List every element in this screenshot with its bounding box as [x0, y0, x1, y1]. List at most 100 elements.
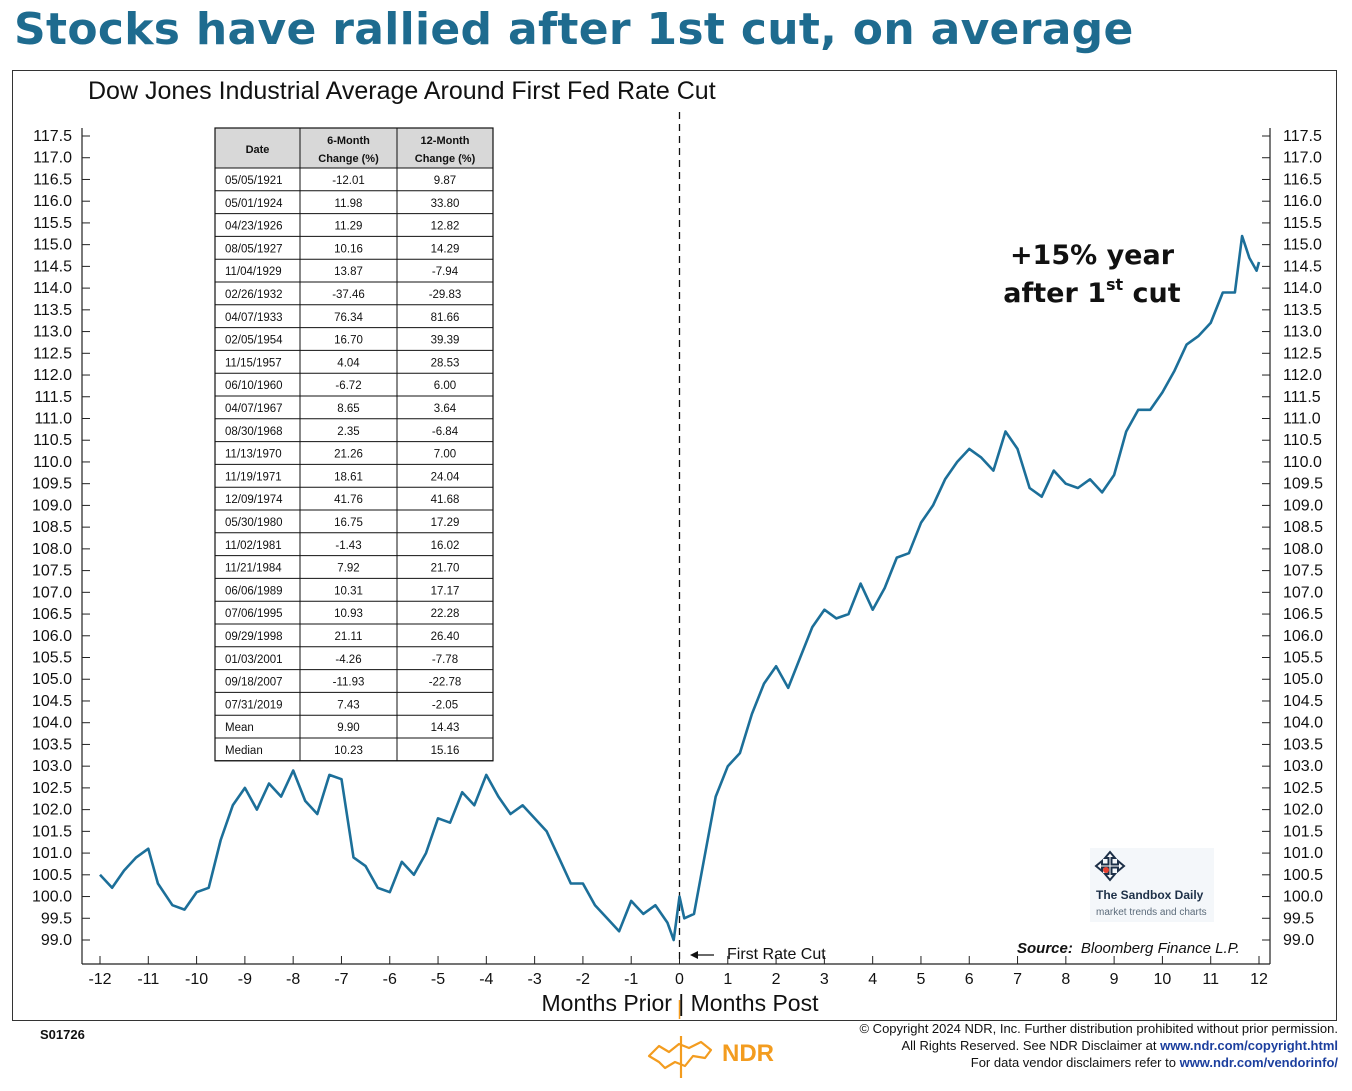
y-tick-label-left: 104.5: [32, 693, 72, 710]
table-cell-date: 07/31/2019: [225, 699, 283, 711]
y-tick-label-right: 107.5: [1283, 563, 1323, 580]
table-cell-date: 12/09/1974: [225, 494, 283, 506]
table-cell-12m: 6.00: [434, 380, 456, 392]
annotation-line2-post: cut: [1123, 278, 1181, 309]
y-tick-label-right: 108.5: [1283, 519, 1323, 536]
source-text: Source: Bloomberg Finance L.P.: [1017, 940, 1240, 957]
table-cell-12m: 14.29: [431, 243, 460, 255]
table-cell-date: 02/05/1954: [225, 335, 283, 347]
x-tick-label: 5: [917, 971, 926, 988]
table-cell-date: 11/19/1971: [225, 471, 282, 483]
x-tick-label: -1: [624, 971, 638, 988]
x-tick-label: -3: [528, 971, 542, 988]
y-tick-label-left: 104.0: [32, 715, 72, 732]
table-header-bg: [215, 128, 493, 168]
table-cell-6m: -6.72: [335, 380, 361, 392]
x-tick-label: -6: [383, 971, 397, 988]
y-tick-label-left: 110.0: [33, 454, 72, 471]
y-tick-label-right: 110.0: [1283, 454, 1322, 471]
table-cell-6m: 13.87: [334, 266, 363, 278]
table-cell-12m: -2.05: [432, 699, 458, 711]
ndr-bull-logo-icon: [647, 1036, 713, 1078]
y-tick-label-left: 102.5: [32, 780, 72, 797]
annotation-line2: after 1st cut: [1003, 275, 1180, 309]
y-tick-label-right: 108.0: [1283, 541, 1323, 558]
stats-table: Date 6-Month Change (%) 12-Month Change (%) 0…: [214, 127, 494, 762]
chart-code: S01726: [40, 1027, 85, 1042]
table-cell-date: 06/06/1989: [225, 585, 283, 597]
table-cell-6m: -4.26: [335, 654, 361, 666]
table-cell-12m: -29.83: [429, 289, 462, 301]
x-tick-label: -4: [479, 971, 493, 988]
y-tick-label-left: 100.5: [32, 867, 72, 884]
table-cell-12m: 17.17: [431, 585, 460, 597]
chart-frame: [12, 70, 1337, 1021]
chart-title: Dow Jones Industrial Average Around Firs…: [88, 77, 716, 105]
table-cell-12m: -7.94: [432, 266, 459, 278]
table-cell-12m: 22.28: [431, 608, 460, 620]
x-tick-label: 10: [1154, 971, 1172, 988]
y-tick-label-right: 102.0: [1283, 802, 1323, 819]
annotation-line2-sup: st: [1106, 275, 1124, 294]
copyright-line2-text: All Rights Reserved. See NDR Disclaimer …: [901, 1038, 1161, 1053]
y-tick-label-left: 115.5: [33, 215, 72, 232]
table-cell-12m: 33.80: [431, 198, 460, 210]
y-tick-label-right: 115.5: [1283, 215, 1322, 232]
y-tick-label-left: 111.0: [34, 410, 72, 427]
table-cell-6m: 10.31: [334, 585, 363, 597]
table-cell-date: 11/04/1929: [225, 266, 282, 278]
x-tick-label: 11: [1202, 971, 1219, 988]
y-tick-label-right: 101.0: [1283, 845, 1323, 862]
x-tick-label: -9: [238, 971, 252, 988]
y-tick-label-left: 107.5: [32, 563, 72, 580]
table-cell-6m: 41.76: [334, 494, 363, 506]
table-cell-6m: -11.93: [333, 677, 365, 689]
y-tick-label-right: 102.5: [1283, 780, 1323, 797]
table-cell-12m: 28.53: [431, 357, 460, 369]
table-cell-6m: 7.92: [337, 563, 359, 575]
x-tick-label: 8: [1061, 971, 1070, 988]
move-icon: [1094, 850, 1126, 882]
y-tick-label-left: 111.5: [34, 389, 72, 406]
x-tick-label: 1: [723, 971, 732, 988]
table-cell-6m: 2.35: [337, 426, 359, 438]
y-tick-label-left: 114.0: [33, 280, 72, 297]
y-tick-label-right: 103.5: [1283, 736, 1323, 753]
y-tick-label-left: 102.0: [32, 802, 72, 819]
table-cell-12m: 12.82: [431, 221, 460, 233]
y-tick-label-right: 117.0: [1283, 150, 1322, 167]
y-tick-label-left: 101.5: [32, 823, 72, 840]
y-tick-label-left: 109.5: [32, 476, 72, 493]
table-cell-6m: 16.70: [334, 335, 363, 347]
y-tick-label-right: 112.0: [1283, 367, 1322, 384]
y-tick-label-left: 117.5: [33, 128, 72, 145]
y-tick-label-right: 114.5: [1283, 258, 1322, 275]
table-cell-date: 11/15/1957: [225, 357, 282, 369]
y-tick-label-left: 108.5: [32, 519, 72, 536]
table-cell-12m: 39.39: [431, 335, 460, 347]
y-tick-label-left: 103.5: [32, 736, 72, 753]
table-cell-6m: 21.26: [334, 449, 363, 461]
x-tick-label: 0: [675, 971, 684, 988]
y-tick-label-left: 103.0: [32, 758, 72, 775]
y-tick-label-right: 109.0: [1283, 497, 1323, 514]
table-cell-date: 04/07/1933: [225, 312, 283, 324]
cut-marker-arrowhead: [690, 951, 698, 959]
y-tick-label-right: 113.5: [1283, 302, 1322, 319]
source-value: Bloomberg Finance L.P.: [1081, 940, 1240, 957]
table-cell-6m: 4.04: [337, 357, 360, 369]
y-tick-label-right: 106.5: [1283, 606, 1323, 623]
table-cell-date: 06/10/1960: [225, 380, 283, 392]
vendorinfo-link[interactable]: www.ndr.com/vendorinfo/: [1179, 1055, 1338, 1070]
y-tick-label-right: 99.5: [1283, 910, 1314, 927]
x-tick-label: -10: [185, 971, 208, 988]
y-tick-label-left: 99.0: [41, 932, 72, 949]
y-tick-label-right: 104.5: [1283, 693, 1323, 710]
copyright-link[interactable]: www.ndr.com/copyright.html: [1160, 1038, 1338, 1053]
y-tick-label-right: 109.5: [1283, 476, 1323, 493]
y-tick-label-right: 106.0: [1283, 628, 1323, 645]
ndr-logo-text: NDR: [722, 1040, 774, 1067]
table-cell-6m: 21.11: [335, 631, 363, 643]
y-tick-label-left: 109.0: [32, 497, 72, 514]
x-tick-label: 12: [1250, 971, 1268, 988]
